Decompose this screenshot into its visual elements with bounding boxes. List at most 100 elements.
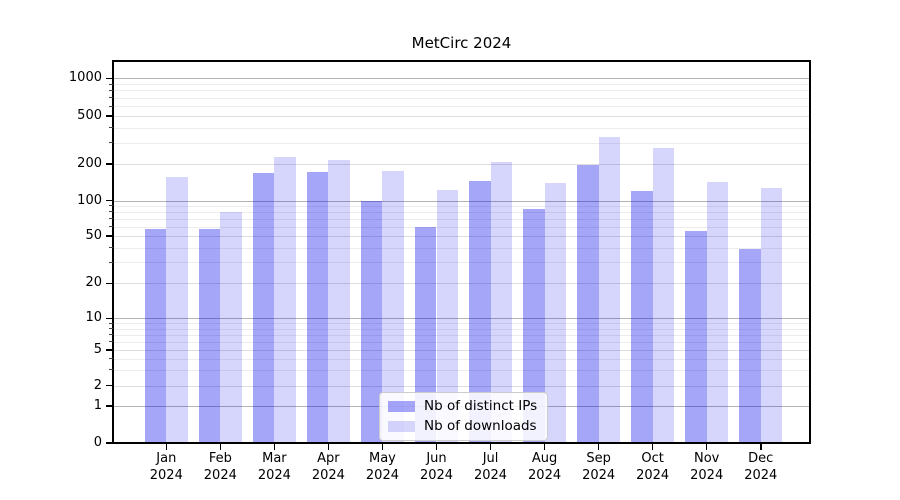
y-tick-label: 0 — [93, 435, 102, 450]
minor-gridline — [114, 142, 809, 144]
y-tick-mark — [106, 235, 113, 237]
x-tick-mark — [381, 444, 384, 450]
y-tick-label: 10 — [85, 310, 102, 326]
bar-downloads — [706, 181, 729, 443]
bar-distinct-ips — [739, 248, 761, 443]
y-tick-mark — [106, 77, 113, 80]
bar-downloads — [382, 171, 405, 443]
bar-downloads — [220, 211, 242, 443]
x-tick-mark — [327, 444, 330, 450]
x-tick-label: Oct 2024 — [636, 451, 670, 483]
minor-gridline — [114, 106, 809, 108]
y-tick-label: 5 — [93, 342, 102, 357]
legend-item-downloads: Nb of downloads — [388, 419, 537, 434]
legend-label-distinct-ips: Nb of distinct IPs — [424, 398, 538, 414]
x-tick-label: May 2024 — [365, 451, 399, 483]
x-tick-mark — [435, 444, 438, 450]
major-gridline — [114, 116, 809, 117]
legend: Nb of distinct IPs Nb of downloads — [379, 392, 549, 441]
major-gridline — [114, 350, 809, 351]
x-tick-label: Sep 2024 — [582, 451, 616, 483]
y-minor-tick — [109, 218, 113, 220]
minor-gridline — [114, 247, 809, 249]
minor-gridline — [114, 341, 809, 343]
y-tick-mark — [106, 163, 113, 165]
bar-downloads — [274, 156, 296, 443]
bar-downloads — [328, 160, 350, 443]
minor-gridline — [114, 218, 809, 220]
x-tick-mark — [219, 444, 222, 450]
bar-downloads — [436, 190, 459, 443]
minor-gridline — [114, 127, 809, 129]
x-tick-label: Jan 2024 — [149, 451, 183, 483]
bar-distinct-ips — [306, 171, 329, 443]
y-minor-tick — [109, 369, 113, 371]
minor-gridline — [114, 369, 809, 371]
y-tick-mark — [106, 384, 113, 387]
y-minor-tick — [109, 105, 113, 107]
x-tick-label: Mar 2024 — [257, 451, 291, 483]
x-tick-label: Jun 2024 — [419, 451, 454, 483]
major-gridline — [114, 78, 809, 80]
y-tick-mark — [106, 199, 113, 202]
bar-distinct-ips — [631, 190, 653, 443]
y-tick-label: 1000 — [68, 70, 102, 86]
minor-gridline — [114, 90, 809, 92]
major-gridline — [114, 385, 809, 387]
x-tick-label: Apr 2024 — [311, 451, 345, 483]
y-tick-label: 1 — [93, 398, 102, 413]
x-tick-label: Jul 2024 — [473, 451, 508, 483]
minor-gridline — [114, 97, 809, 99]
y-minor-tick — [109, 205, 113, 207]
x-tick-mark — [543, 444, 546, 450]
x-tick-label: Dec 2024 — [744, 451, 778, 483]
major-gridline — [114, 200, 809, 202]
x-tick-mark — [273, 444, 276, 450]
bar-downloads — [652, 148, 675, 443]
y-tick-mark — [106, 115, 113, 117]
y-minor-tick — [109, 127, 113, 129]
bar-downloads — [166, 177, 188, 443]
y-minor-tick — [109, 358, 113, 360]
y-minor-tick — [109, 142, 113, 144]
bar-distinct-ips — [468, 180, 491, 443]
y-tick-mark — [106, 442, 113, 444]
major-gridline — [114, 236, 809, 237]
bar-distinct-ips — [198, 229, 221, 443]
bar-distinct-ips — [252, 172, 275, 443]
minor-gridline — [114, 211, 809, 213]
y-tick-mark — [106, 282, 113, 285]
y-tick-mark — [106, 317, 113, 320]
x-tick-label: Nov 2024 — [690, 451, 724, 483]
y-tick-label: 500 — [77, 108, 102, 123]
y-tick-label: 100 — [77, 192, 102, 208]
minor-gridline — [114, 323, 809, 325]
y-minor-tick — [109, 341, 113, 343]
y-minor-tick — [109, 334, 113, 336]
minor-gridline — [114, 262, 809, 264]
minor-gridline — [114, 205, 809, 207]
minor-gridline — [114, 334, 809, 336]
minor-gridline — [114, 226, 809, 228]
major-gridline — [114, 318, 809, 320]
y-minor-tick — [109, 83, 113, 85]
minor-gridline — [114, 84, 809, 86]
y-minor-tick — [109, 226, 113, 228]
bar-distinct-ips — [414, 226, 437, 443]
legend-label-downloads: Nb of downloads — [424, 418, 537, 434]
chart-title: MetCirc 2024 — [411, 34, 512, 52]
y-minor-tick — [109, 247, 113, 249]
y-minor-tick — [109, 261, 113, 263]
bar-distinct-ips — [360, 200, 383, 443]
x-tick-mark — [705, 444, 708, 450]
y-minor-tick — [109, 89, 113, 91]
bar-distinct-ips — [685, 231, 707, 443]
bar-downloads — [760, 187, 783, 443]
y-minor-tick — [109, 322, 113, 324]
x-tick-mark — [597, 444, 600, 450]
y-tick-label: 2 — [93, 377, 102, 393]
y-tick-mark — [106, 405, 113, 407]
legend-swatch-downloads-icon — [388, 421, 415, 432]
legend-item-distinct-ips: Nb of distinct IPs — [388, 399, 537, 414]
